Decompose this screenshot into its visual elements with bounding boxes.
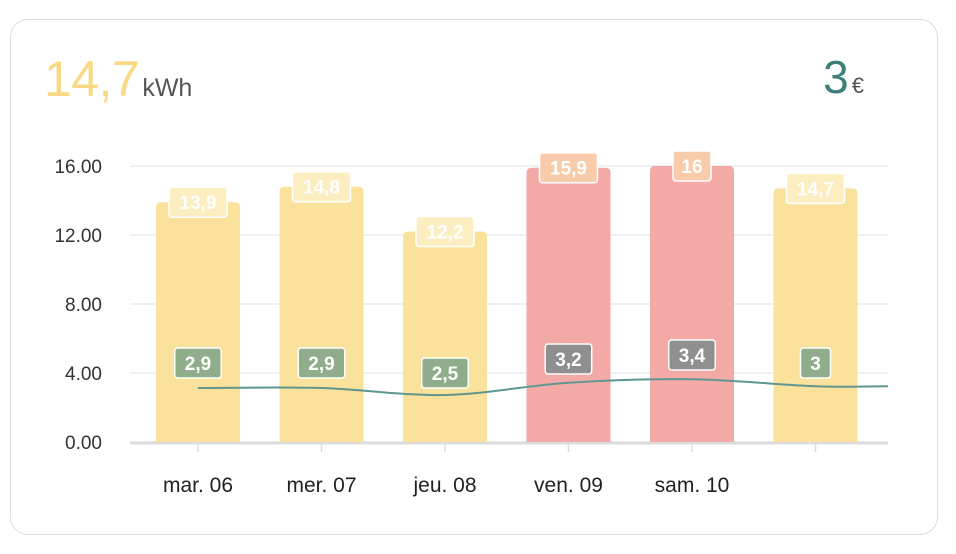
- x-axis: mar. 06 mer. 07 jeu. 08 ven. 09 sam. 10: [163, 444, 817, 497]
- bar-label-bg: [291, 170, 352, 203]
- bar-label-bg: [168, 186, 228, 218]
- cost-value-label: 2,5: [432, 364, 459, 385]
- cost-value-label: 3,2: [555, 350, 581, 371]
- y-tick-label: 12.00: [54, 226, 102, 247]
- y-tick-label: 0.00: [65, 433, 102, 454]
- y-tick-label: 8.00: [65, 295, 102, 316]
- grid-lines: [130, 165, 888, 445]
- cost-value-label: 3,4: [679, 346, 706, 367]
- bar-label-bg: [785, 172, 846, 205]
- cost-line-path: [197, 378, 889, 397]
- cost-value-label: 2,9: [308, 354, 334, 375]
- bar-label-bg: [415, 215, 475, 248]
- energy-unit: kWh: [142, 74, 193, 102]
- cost-label-bg: [544, 343, 593, 375]
- cost-value: 3: [823, 51, 849, 103]
- cost-label-bg: [799, 347, 832, 379]
- cost-total: 3 €: [823, 50, 864, 104]
- x-tick-label: mar. 06: [163, 474, 233, 497]
- x-tick-label: jeu. 08: [412, 474, 476, 497]
- bar-value-label: 14,8: [303, 178, 340, 199]
- x-tick-label: mer. 07: [286, 474, 356, 497]
- cost-label-bg: [174, 347, 222, 379]
- bar-label-bg: [538, 151, 599, 184]
- cost-value-label: 2,9: [185, 354, 211, 375]
- bar-value-label: 13,9: [180, 193, 217, 214]
- bar: [156, 202, 240, 442]
- cost-label-bg: [668, 339, 716, 371]
- cost-labels: 2,9 2,9 2,5 3,2 3,4 3: [174, 339, 832, 389]
- cost-label-bg: [421, 357, 469, 389]
- x-tick-label: sam. 10: [655, 474, 730, 497]
- cost-line: [197, 378, 889, 397]
- bar-value-label: 12,2: [427, 223, 464, 244]
- y-axis: 0.00 4.00 8.00 12.00 16.00: [54, 157, 102, 454]
- x-tick-label: ven. 09: [534, 474, 603, 497]
- bar-labels: 13,9 14,8 12,2 15,9 16 14,7: [168, 150, 846, 248]
- y-tick-label: 4.00: [65, 364, 102, 385]
- bar: [526, 167, 611, 442]
- bar: [279, 186, 364, 442]
- bar-value-label: 16: [681, 157, 702, 178]
- bars: [156, 166, 858, 442]
- energy-value: 14,7: [44, 51, 140, 107]
- cost-label-bg: [297, 347, 346, 379]
- bar-value-label: 15,9: [550, 159, 587, 180]
- y-tick-label: 16.00: [54, 157, 102, 178]
- bar-label-bg: [672, 150, 712, 182]
- bar: [650, 166, 734, 442]
- energy-total: 14,7 kWh: [44, 50, 192, 108]
- bar-value-label: 14,7: [797, 179, 834, 200]
- bar: [773, 188, 858, 442]
- cost-unit: €: [851, 73, 864, 98]
- bar: [403, 231, 487, 442]
- cost-value-label: 3: [810, 354, 821, 375]
